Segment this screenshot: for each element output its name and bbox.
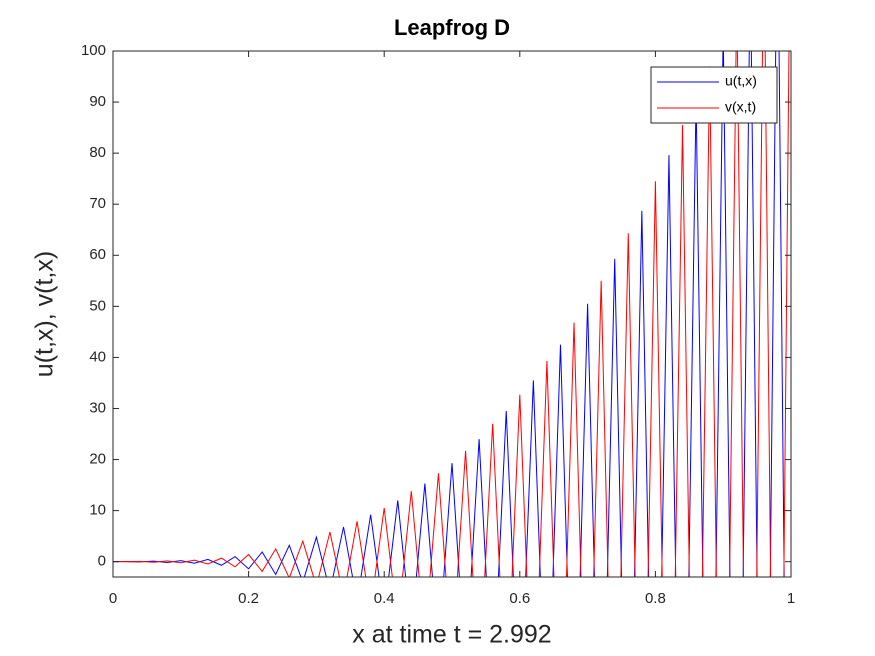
legend-label: v(x,t) (725, 99, 756, 115)
series-line (113, 51, 785, 577)
y-tick-label: 30 (89, 399, 106, 416)
legend-label: u(t,x) (725, 73, 757, 89)
y-tick-label: 70 (89, 195, 106, 212)
x-tick-label: 0.2 (238, 590, 259, 607)
y-tick-label: 60 (89, 246, 106, 263)
x-axis-label: x at time t = 2.992 (352, 621, 551, 649)
y-tick-label: 50 (89, 297, 106, 314)
x-tick-label: 0 (109, 590, 117, 607)
axes-box (112, 50, 792, 578)
x-tick-label: 0.8 (645, 590, 666, 607)
x-tick-label: 1 (787, 590, 795, 607)
y-tick-label: 20 (89, 451, 106, 468)
chart-title: Leapfrog D (394, 15, 510, 40)
y-tick-label: 40 (89, 348, 106, 365)
y-axis-label: u(t,x), v(t,x) (31, 251, 59, 377)
x-tick-label: 0.6 (509, 590, 530, 607)
y-tick-label: 80 (89, 144, 106, 161)
legend-box (650, 66, 778, 124)
y-tick-label: 10 (89, 502, 106, 519)
y-tick-label: 90 (89, 93, 106, 110)
plot-area (113, 51, 790, 577)
y-tick-label: 0 (98, 553, 106, 570)
x-tick-label: 0.4 (374, 590, 395, 607)
series-line (113, 51, 790, 577)
y-tick-label: 100 (81, 42, 106, 59)
